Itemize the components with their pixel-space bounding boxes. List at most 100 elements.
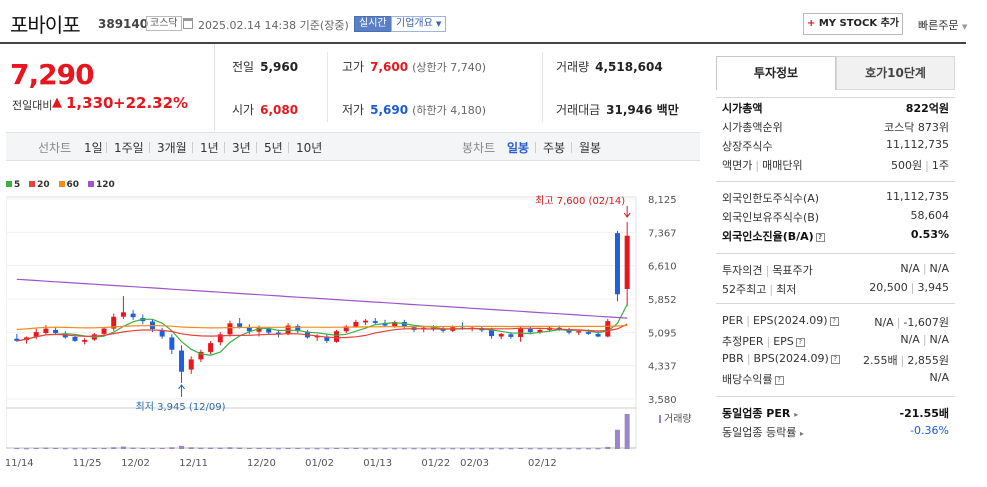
volume-bar [537, 448, 543, 450]
volume-bar [266, 447, 272, 449]
high-annotation: 최고 7,600 (02/14) [535, 195, 625, 207]
volume-bar [479, 448, 485, 450]
help-icon[interactable]: ? [795, 338, 805, 347]
info-row: 배당수익률? N/A [722, 371, 949, 386]
investment-info-panel: 투자정보 호가10단계 [716, 56, 955, 90]
candle-body [266, 328, 272, 333]
help-icon[interactable]: ? [830, 355, 840, 364]
stat-prev: 전일 5,960 [232, 60, 299, 74]
divider [149, 142, 150, 153]
volume-bar [595, 448, 601, 450]
info-row: PER | EPS(2024.09)? N/A | -1,607원 [722, 314, 949, 329]
price-stats: 전일 5,960 고가 7,600 (상한가 7,740) 거래량 4,518,604 … [216, 44, 700, 130]
volume-bar [179, 445, 185, 449]
candle-body [614, 233, 620, 295]
candle-body [33, 332, 39, 337]
moving-average-line [16, 278, 628, 319]
moving-average-line [16, 304, 628, 356]
volume-bar [43, 447, 49, 449]
timestamp: 2025.02.14 14:38 기준(장중) [198, 19, 349, 32]
volume-bar [14, 447, 20, 449]
volume-legend-swatch [659, 415, 661, 423]
volume-label: 거래량 [664, 413, 692, 425]
volume-bar [208, 447, 214, 449]
candle-body [130, 313, 136, 318]
stat-low: 저가 5,690 (하한가 4,180) [342, 103, 486, 117]
period-tab[interactable]: 3개월 [157, 141, 187, 155]
candle-body [343, 326, 349, 332]
candle-body [372, 321, 378, 323]
plus-icon: + [806, 18, 816, 29]
candle-body [440, 329, 446, 331]
candle-body [576, 331, 582, 333]
volume-bar [111, 447, 117, 449]
period-tab[interactable]: 3년 [232, 141, 251, 155]
legend-swatch [29, 181, 36, 187]
period-tab[interactable]: 10년 [296, 141, 323, 155]
period-tab[interactable]: 1주일 [114, 141, 144, 155]
current-price: 7,290 [10, 58, 95, 91]
info-row: 동일업종 PER ▸ -21.55배 [722, 407, 949, 420]
candle-tab-monthly[interactable]: 월봉 [579, 141, 602, 155]
company-info-dropdown[interactable]: 기업개요 ▼ [391, 16, 447, 32]
candle-body [401, 321, 407, 327]
period-tab[interactable]: 5년 [264, 141, 283, 155]
info-row: 추정PER | EPS? N/A | N/A [722, 333, 949, 348]
candle-body [527, 329, 533, 333]
y-tick-label: 4,337 [648, 362, 677, 373]
candle-body [53, 329, 59, 333]
volume-bar [363, 448, 369, 450]
volume-bar [401, 448, 407, 450]
volume-bar [450, 448, 456, 450]
period-tab[interactable]: 1년 [200, 141, 219, 155]
volume-bar [527, 448, 533, 450]
candle-body [334, 331, 340, 342]
volume-bar [62, 448, 68, 450]
info-group-valuation: PER | EPS(2024.09)? N/A | -1,607원 추정PER | EPS? N… [716, 303, 955, 388]
candle-tab-daily[interactable]: 일봉 [507, 141, 530, 155]
divider [192, 142, 193, 153]
volume-bar [101, 447, 107, 449]
candle-body [169, 337, 175, 350]
realtime-button[interactable]: 실시간 [354, 16, 392, 32]
line-chart-toggle[interactable]: 선차트 [38, 141, 72, 155]
add-my-stock-button[interactable]: + MY STOCK 추가 [803, 13, 903, 35]
volume-bar [275, 448, 281, 450]
add-my-stock-label: MY STOCK 추가 [818, 18, 900, 29]
y-tick-label: 5,095 [648, 328, 677, 339]
volume-bar [82, 448, 88, 450]
candle-body [72, 336, 78, 341]
help-icon[interactable]: ? [829, 317, 839, 326]
calendar-icon [183, 18, 193, 29]
price-summary: 7,290 전일대비 ▲ 1,330 +22.32% [0, 44, 215, 130]
candlestick-chart[interactable]: 8,125 7,367 6,610 5,852 5,095 4,337 3,580 최고 7,… [6, 170, 700, 487]
candle-body [179, 350, 185, 372]
low-arrow-head [178, 384, 185, 390]
chart-frame [6, 196, 637, 449]
candle-body [217, 334, 223, 343]
volume-bar [411, 448, 417, 450]
volume-bar [547, 448, 553, 450]
tab-investment-info[interactable]: 투자정보 [716, 56, 836, 90]
change-value: 1,330 [66, 94, 114, 112]
divider [256, 142, 257, 153]
candle-body [120, 312, 126, 317]
help-icon[interactable]: ? [774, 376, 784, 385]
candle-body [624, 235, 630, 289]
stock-code: 389140 [98, 17, 149, 31]
help-icon[interactable]: ? [815, 233, 825, 242]
volume-bar [605, 446, 611, 449]
tab-order-book[interactable]: 호가10단계 [836, 56, 955, 90]
candle-body [605, 321, 611, 337]
chevron-down-icon: ▼ [436, 20, 442, 28]
volume-bar [169, 447, 175, 449]
candle-body [430, 327, 436, 330]
x-tick-label: 12/11 [179, 458, 208, 469]
candle-tab-weekly[interactable]: 주봉 [543, 141, 566, 155]
quick-order-dropdown[interactable]: 빠른주문 ▼ [918, 17, 967, 33]
period-tab[interactable]: 1일 [84, 141, 103, 155]
info-row: 외국인소진율(B/A)? 0.53% [722, 228, 949, 243]
period-tabs: 선차트 1일 1주일 3개월 1년 3년 5년 10년 봉차트 일봉 주봉 월봉 [6, 132, 700, 161]
change-label: 전일대비 [12, 99, 53, 112]
moving-average-line [16, 324, 628, 331]
